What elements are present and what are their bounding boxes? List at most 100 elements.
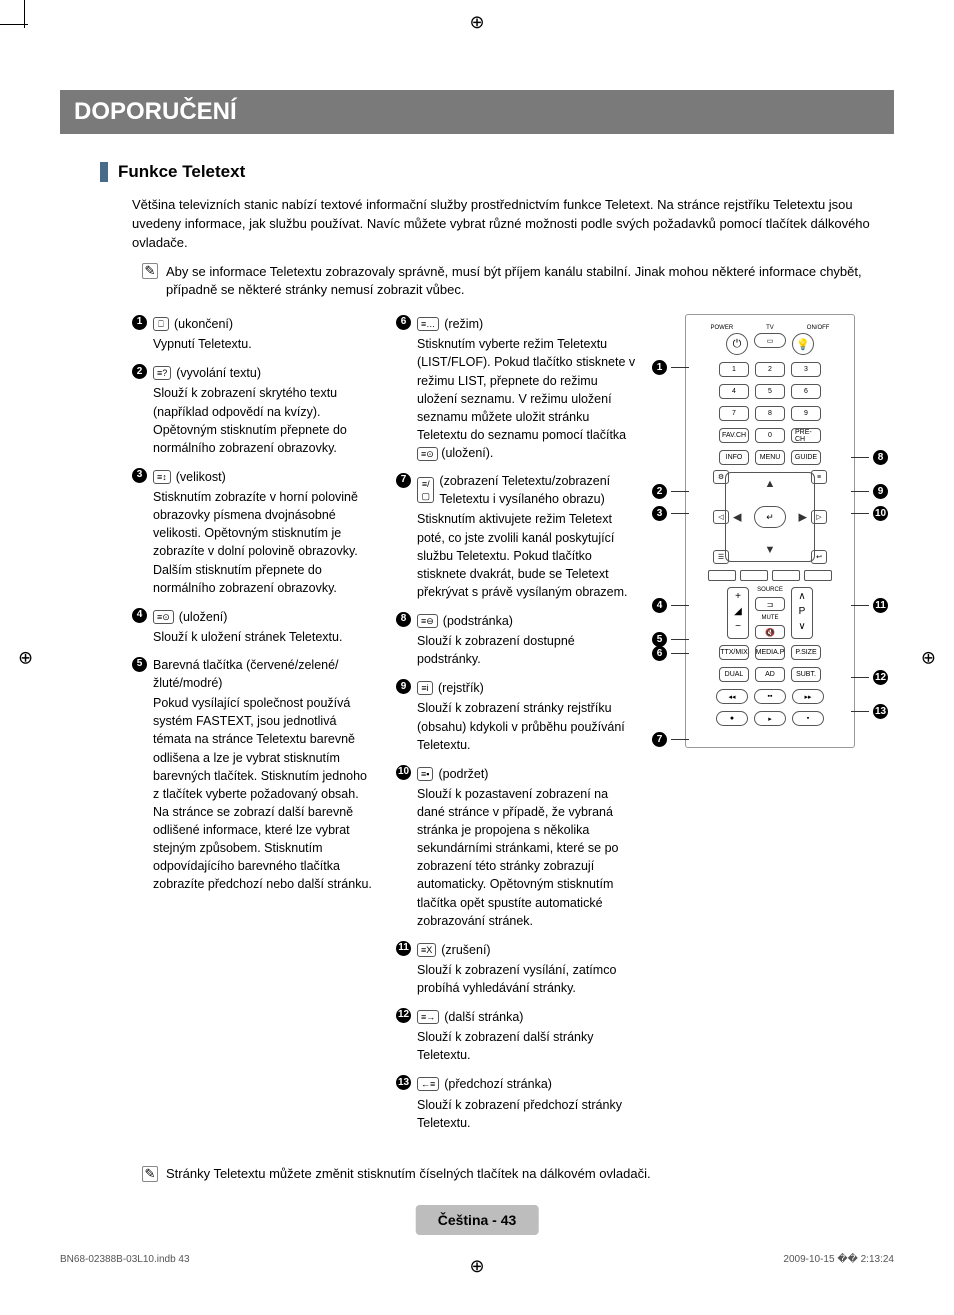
callout-12: 12 — [873, 670, 888, 685]
source-button: ⊐ — [755, 597, 785, 611]
note-text: Aby se informace Teletextu zobrazovaly s… — [166, 263, 894, 301]
stop-button: ▪ — [792, 711, 824, 726]
list-item: 12 ≡→ (další stránka) Slouží k zobrazení… — [396, 1007, 636, 1064]
rewind-button: ◂◂ — [716, 689, 748, 704]
ttxmix-button: TTX/MIX — [719, 645, 749, 660]
callout-8: 8 — [873, 450, 888, 465]
tools-icon: ⚙ — [713, 470, 729, 484]
pause-button: ▪▪ — [754, 689, 786, 704]
channel-pad: ∧P∨ — [791, 587, 813, 639]
digit-0: 0 — [755, 428, 785, 443]
play-button: ▸ — [754, 711, 786, 726]
teletext-cancel-icon: ≡X — [417, 943, 436, 957]
list-item: 3 ≡↕ (velikost) Stisknutím zobrazíte v h… — [132, 467, 372, 597]
list-item: 6 ≡… (režim) Stisknutím vyberte režim Te… — [396, 314, 636, 462]
bullet-9: 9 — [396, 679, 411, 694]
guide-button: GUIDE — [791, 450, 821, 465]
list-item: 8 ≡⊖ (podstránka) Slouží k zobrazení dos… — [396, 611, 636, 668]
digit-7: 7 — [719, 406, 749, 421]
remote-diagram: POWERTVON/OFF ⏻ ▭ 💡 123 456 789 FAV.CH0P… — [660, 314, 880, 1142]
teletext-mode-icon: ≡… — [417, 317, 439, 331]
mute-button: 🔇 — [755, 625, 785, 639]
subtitle-marker — [100, 162, 108, 182]
callout-11: 11 — [873, 598, 888, 613]
bullet-6: 6 — [396, 315, 411, 330]
info-button: INFO — [719, 450, 749, 465]
callout-3: 3 — [652, 506, 667, 521]
teletext-store-icon: ≡⊙ — [153, 610, 174, 624]
callout-5: 5 — [652, 632, 667, 647]
callout-6: 6 — [652, 646, 667, 661]
teletext-prevpage-icon: ←≡ — [417, 1077, 439, 1091]
volume-pad: +◢− — [727, 587, 749, 639]
green-button — [740, 570, 768, 581]
prech-button: PRE-CH — [791, 428, 821, 443]
list-item: 9 ≡i (rejstřík) Slouží k zobrazení strán… — [396, 678, 636, 753]
blue-button — [804, 570, 832, 581]
note-icon: ✎ — [142, 263, 158, 279]
record-button: ● — [716, 711, 748, 726]
arrow-up-icon: ▲ — [765, 478, 776, 490]
list-item: 4 ≡⊙ (uložení) Slouží k uložení stránek … — [132, 607, 372, 646]
column-left: 1 ⎕ (ukončení) Vypnutí Teletextu. 2 ≡? (… — [132, 314, 372, 1142]
callout-10: 10 — [873, 506, 888, 521]
bullet-2: 2 — [132, 364, 147, 379]
dpad: ⚙ ≡ ☰ ↩ ◁ ▷ ▲ ▼ ◀ ▶ ↵ — [715, 472, 825, 562]
callout-7: 7 — [652, 732, 667, 747]
intro-paragraph: Většina televizních stanic nabízí textov… — [132, 196, 884, 253]
power-button: ⏻ — [726, 333, 748, 355]
favch-button: FAV.CH — [719, 428, 749, 443]
callout-4: 4 — [652, 598, 667, 613]
teletext-index-icon: ≡i — [417, 681, 433, 695]
bullet-1: 1 — [132, 315, 147, 330]
enter-button: ↵ — [754, 506, 786, 528]
bullet-12: 12 — [396, 1008, 411, 1023]
digit-5: 5 — [755, 384, 785, 399]
dual-button: DUAL — [719, 667, 749, 682]
footnote-text: Stránky Teletextu můžete změnit stisknut… — [166, 1166, 651, 1182]
list-item: 7 ≡/▢ (zobrazení Teletextu/zobrazení Tel… — [396, 472, 636, 601]
teletext-store-icon: ≡⊙ — [417, 447, 438, 461]
bullet-5: 5 — [132, 657, 147, 672]
digit-2: 2 — [755, 362, 785, 377]
list-item: 13 ←≡ (předchozí stránka) Slouží k zobra… — [396, 1074, 636, 1131]
right-small-icon: ▷ — [811, 510, 827, 524]
bullet-7: 7 — [396, 473, 411, 488]
digit-1: 1 — [719, 362, 749, 377]
yellow-button — [772, 570, 800, 581]
teletext-exit-icon: ⎕ — [153, 317, 169, 331]
callout-13: 13 — [873, 704, 888, 719]
menu-button: MENU — [755, 450, 785, 465]
meta-timestamp: 2009-10-15 �� 2:13:24 — [783, 1254, 894, 1265]
onoff-button: 💡 — [792, 333, 814, 355]
bullet-8: 8 — [396, 612, 411, 627]
list-item: 1 ⎕ (ukončení) Vypnutí Teletextu. — [132, 314, 372, 353]
red-button — [708, 570, 736, 581]
forward-button: ▸▸ — [792, 689, 824, 704]
section-title: DOPORUČENÍ — [60, 90, 894, 134]
bullet-4: 4 — [132, 608, 147, 623]
list-item: 10 ≡▪ (podržet) Slouží k pozastavení zob… — [396, 764, 636, 930]
list-item: 11 ≡X (zrušení) Slouží k zobrazení vysíl… — [396, 940, 636, 997]
teletext-hold-icon: ≡▪ — [417, 767, 433, 781]
tv-button: ▭ — [754, 333, 786, 348]
arrow-right-icon: ▶ — [799, 511, 807, 524]
arrow-left-icon: ◀ — [733, 511, 741, 524]
bullet-11: 11 — [396, 941, 411, 956]
teletext-subpage-icon: ≡⊖ — [417, 614, 438, 628]
digit-3: 3 — [791, 362, 821, 377]
list-item: 5 Barevná tlačítka (červené/zelené/žluté… — [132, 656, 372, 894]
digit-6: 6 — [791, 384, 821, 399]
callout-1: 1 — [652, 360, 667, 375]
bullet-13: 13 — [396, 1075, 411, 1090]
note-icon: ✎ — [142, 1166, 158, 1182]
mediap-button: MEDIA.P — [755, 645, 785, 660]
hold-icon: ≡ — [811, 470, 827, 484]
callout-2: 2 — [652, 484, 667, 499]
registration-mark: ⊕ — [469, 12, 484, 33]
digit-8: 8 — [755, 406, 785, 421]
digit-4: 4 — [719, 384, 749, 399]
subtitle: Funkce Teletext — [118, 162, 245, 182]
registration-mark: ⊕ — [921, 647, 936, 668]
teletext-nextpage-icon: ≡→ — [417, 1010, 439, 1024]
